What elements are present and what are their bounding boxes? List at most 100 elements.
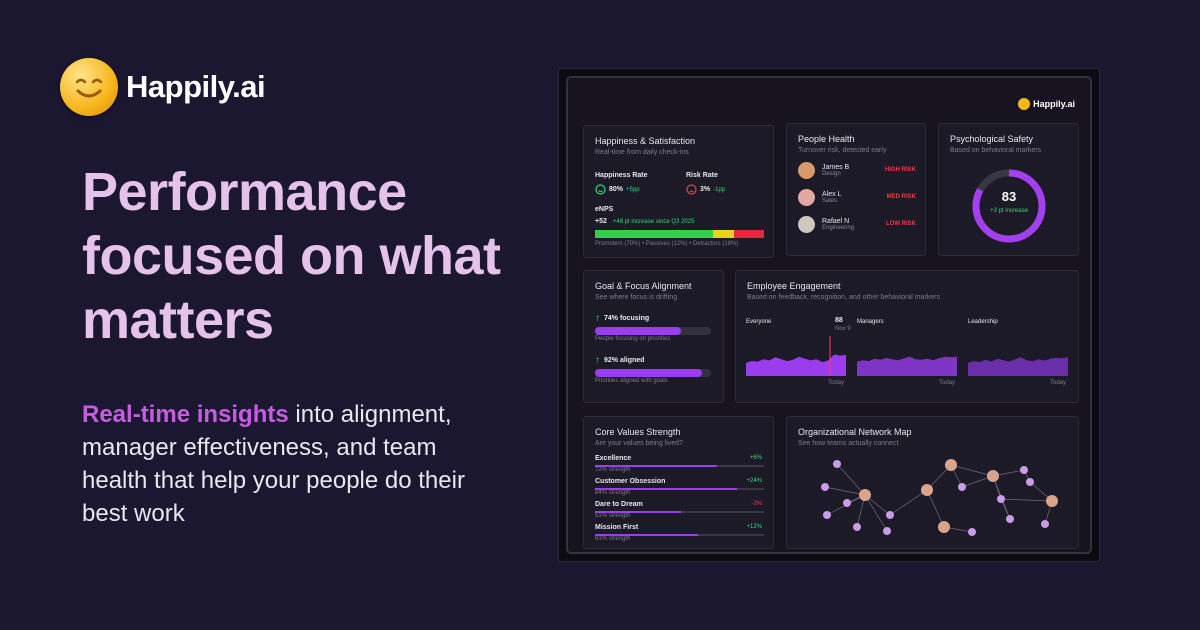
- goal-bar-fill: [595, 327, 681, 335]
- arrow-up-icon: ↑: [595, 313, 600, 324]
- safety-subtitle: Based on behavioral markers: [950, 147, 1042, 154]
- network-edge: [889, 489, 928, 516]
- person-dept: Engineering: [822, 225, 855, 231]
- network-title: Organizational Network Map: [798, 427, 912, 437]
- engagement-subtitle: Based on feedback, recognition, and othe…: [747, 294, 941, 301]
- network-person-node: [938, 521, 950, 533]
- avatar: [798, 189, 815, 206]
- frown-icon: [686, 184, 697, 195]
- dashboard-logo: Happily.ai: [1018, 98, 1075, 110]
- goal-bar-fill: [595, 369, 702, 377]
- value-bar: [595, 488, 764, 490]
- value-strength: 61% strength: [595, 536, 631, 542]
- person-row[interactable]: James B Design: [798, 162, 849, 179]
- enps-legend: Promoters (70%) • Passives (12%) • Detra…: [595, 241, 739, 247]
- dashboard-screen: Happily.ai Happiness & Satisfaction Real…: [566, 76, 1092, 554]
- values-subtitle: Are your values being lived?: [595, 440, 683, 447]
- network-node: [968, 528, 976, 536]
- dashboard-frame: Happily.ai Happiness & Satisfaction Real…: [558, 68, 1100, 562]
- person-name: Alex L: [822, 191, 842, 198]
- value-name: Customer Obsession: [595, 478, 666, 485]
- engagement-today-label: Today: [828, 380, 845, 386]
- happiness-rate: 80%: [609, 186, 624, 193]
- network-person-node: [1046, 495, 1058, 507]
- goal-subtitle: See where focus is drifting: [595, 294, 678, 301]
- happiness-rate-label: Happiness Rate: [595, 172, 648, 179]
- engagement-panel-label: Managers: [857, 319, 884, 325]
- value-name: Dare to Dream: [595, 501, 643, 508]
- person-row[interactable]: Alex L Sales: [798, 189, 841, 206]
- network-person-node: [859, 489, 871, 501]
- risk-badge: HIGH RISK: [884, 167, 916, 173]
- engagement-area-chart: [968, 357, 1068, 376]
- person-name: Rafael N: [822, 218, 850, 225]
- engagement-marker-date: Nov 9: [835, 326, 851, 332]
- values-title: Core Values Strength: [595, 427, 681, 437]
- engagement-card[interactable]: Employee Engagement Based on feedback, r…: [735, 270, 1079, 403]
- network-graph: [821, 459, 1058, 536]
- engagement-area-chart: [746, 336, 846, 376]
- network-edge: [1000, 498, 1053, 502]
- network-subtitle: See how teams actually connect: [798, 440, 899, 447]
- value-strength: 51% strength: [595, 513, 631, 519]
- risk-badge: LOW RISK: [886, 221, 916, 227]
- enps-note: +48 pt increase since Q3 2025: [612, 218, 695, 225]
- enps-segment-passives: [713, 230, 734, 238]
- engagement-area-chart: [857, 356, 957, 376]
- network-edge: [864, 494, 888, 532]
- smiley-logo-icon: [60, 58, 118, 116]
- engagement-today-label: Today: [939, 380, 956, 386]
- goal-title: Goal & Focus Alignment: [595, 281, 692, 291]
- value-delta: +6%: [749, 455, 762, 461]
- engagement-marker-value: 88: [835, 317, 843, 324]
- network-card[interactable]: Organizational Network Map See how teams…: [786, 416, 1079, 549]
- goal-caption: People focusing on priorities: [595, 336, 671, 342]
- smiley-mini-icon: [1018, 98, 1031, 110]
- people-health-card[interactable]: People Health Turnover risk, detected ea…: [786, 123, 926, 256]
- values-card[interactable]: Core Values Strength Are your values bei…: [583, 416, 774, 549]
- value-bar-fill: [595, 488, 737, 490]
- value-name: Excellence: [595, 455, 632, 462]
- network-edge: [926, 489, 945, 528]
- avatar: [798, 162, 815, 179]
- risk-rate-label: Risk Rate: [686, 172, 718, 179]
- network-node: [853, 523, 861, 531]
- network-person-node: [987, 470, 999, 482]
- network-node: [1026, 478, 1034, 486]
- happiness-card[interactable]: Happiness & Satisfaction Real-time from …: [583, 125, 774, 258]
- value-name: Mission First: [595, 524, 639, 531]
- subheadline: Real-time insights into alignment, manag…: [82, 398, 482, 530]
- network-node: [997, 495, 1005, 503]
- engagement-area: [857, 356, 957, 376]
- enps-segment-detractors: [733, 230, 764, 238]
- engagement-today-label: Today: [1050, 380, 1067, 386]
- network-node: [833, 460, 841, 468]
- person-name: James B: [822, 164, 850, 171]
- happiness-subtitle: Real-time from daily check-ins: [595, 149, 689, 156]
- value-bar: [595, 465, 764, 467]
- person-dept: Sales: [822, 198, 838, 204]
- happiness-delta: +5pp: [626, 186, 640, 193]
- engagement-panel-label: Leadership: [968, 319, 998, 325]
- engagement-area: [746, 354, 846, 376]
- network-node: [823, 511, 831, 519]
- engagement-title: Employee Engagement: [747, 281, 841, 291]
- safety-card[interactable]: Psychological Safety Based on behavioral…: [938, 123, 1079, 256]
- value-bar-fill: [595, 534, 699, 536]
- goal-row-label: ↑ 92% aligned: [595, 355, 644, 366]
- network-node: [883, 527, 891, 535]
- brand-logo: Happily.ai: [60, 58, 266, 116]
- goal-label-text: 74% focusing: [604, 315, 650, 322]
- goal-bar: [595, 327, 711, 335]
- arrow-up-icon: ↑: [595, 355, 600, 366]
- engagement-panel-label: Everyone: [746, 319, 772, 325]
- person-row[interactable]: Rafael N Engineering: [798, 216, 854, 233]
- goal-card[interactable]: Goal & Focus Alignment See where focus i…: [583, 270, 724, 403]
- goal-label-text: 92% aligned: [604, 357, 645, 364]
- safety-value: 83: [1001, 189, 1017, 204]
- avatar: [798, 216, 815, 233]
- happiness-title: Happiness & Satisfaction: [595, 136, 696, 146]
- person-text: James B Design: [822, 164, 849, 177]
- network-node: [958, 483, 966, 491]
- value-bar: [595, 511, 764, 513]
